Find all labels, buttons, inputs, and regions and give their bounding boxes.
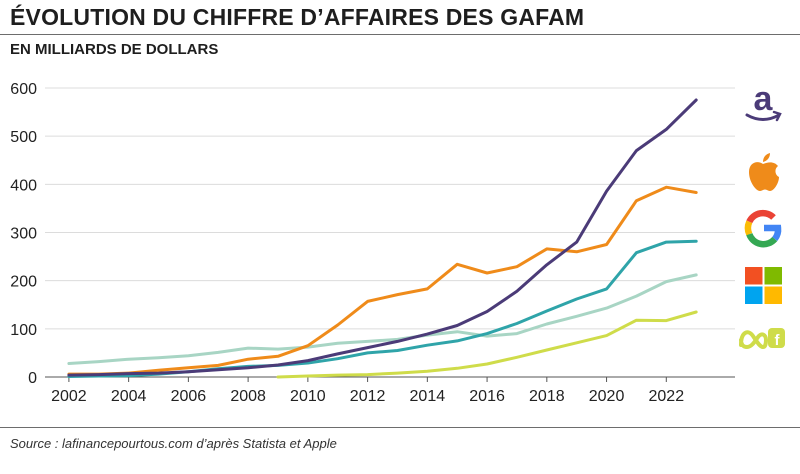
y-tick-label: 500: [10, 129, 37, 146]
x-tick-label: 2012: [350, 388, 386, 405]
facebook-letter: f: [775, 332, 781, 349]
series-line-apple: [67, 185, 698, 376]
x-tick-label: 2002: [51, 388, 87, 405]
y-tick-label: 0: [28, 370, 37, 387]
amazon-logo-icon: a: [738, 80, 788, 128]
series-line-amazon: [67, 98, 698, 377]
y-tick-label: 100: [10, 322, 37, 339]
y-tick-label: 200: [10, 274, 37, 291]
chart-title: ÉVOLUTION DU CHIFFRE D’AFFAIRES DES GAFA…: [10, 4, 585, 30]
y-tick-label: 400: [10, 177, 37, 194]
y-tick-label: 600: [10, 81, 37, 98]
x-tick-label: 2010: [290, 388, 326, 405]
x-tick-label: 2004: [111, 388, 147, 405]
series-line-microsoft: [67, 273, 698, 365]
microsoft-logo-icon: [738, 264, 788, 308]
footer-divider: [0, 427, 800, 428]
google-logo-icon: [738, 206, 788, 250]
x-tick-label: 2016: [469, 388, 505, 405]
x-tick-label: 2008: [230, 388, 266, 405]
apple-logo-icon: [738, 151, 788, 195]
x-tick-label: 2014: [410, 388, 446, 405]
x-tick-label: 2020: [589, 388, 625, 405]
x-tick-label: 2006: [171, 388, 207, 405]
amazon-letter: a: [754, 84, 774, 118]
chart-subtitle: EN MILLIARDS DE DOLLARS: [10, 41, 219, 58]
meta-facebook-logo-icon: f: [738, 318, 788, 362]
x-tick-label: 2018: [529, 388, 565, 405]
title-divider: [0, 34, 800, 35]
x-tick-label: 2022: [649, 388, 685, 405]
series-line-meta: [276, 310, 698, 379]
source-note: Source : lafinancepourtous.com d’après S…: [10, 436, 337, 451]
y-tick-label: 300: [10, 226, 37, 243]
